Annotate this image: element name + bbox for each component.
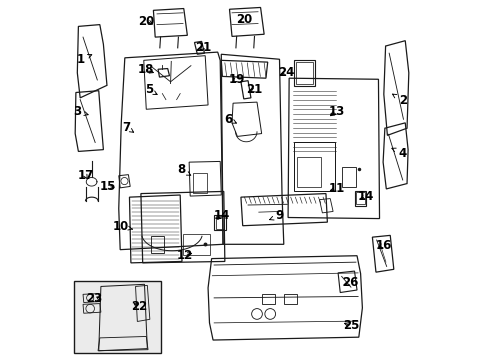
Text: 21: 21	[246, 84, 262, 96]
Bar	[355, 192, 364, 204]
Bar	[295, 62, 312, 84]
Text: 10: 10	[113, 220, 132, 233]
Text: 20: 20	[235, 13, 251, 27]
Bar	[354, 191, 365, 206]
Text: 14: 14	[213, 208, 229, 221]
Text: 11: 11	[328, 183, 344, 195]
Text: 14: 14	[357, 190, 373, 203]
Bar	[183, 234, 209, 255]
Text: 15: 15	[100, 180, 116, 193]
Bar	[215, 216, 224, 229]
Text: 5: 5	[144, 84, 157, 96]
Text: 26: 26	[341, 276, 357, 289]
Text: 17: 17	[77, 169, 94, 182]
Bar	[293, 143, 334, 191]
Bar	[341, 167, 355, 187]
Text: 20: 20	[138, 14, 154, 27]
Text: 6: 6	[224, 113, 236, 126]
Text: 13: 13	[328, 105, 344, 118]
Text: 22: 22	[131, 300, 147, 313]
Text: 25: 25	[343, 319, 359, 332]
Text: 1: 1	[77, 53, 92, 66]
Text: 3: 3	[73, 105, 88, 118]
Bar	[283, 294, 297, 304]
Text: 23: 23	[86, 292, 102, 305]
Text: 19: 19	[228, 73, 244, 86]
Text: 18: 18	[138, 63, 154, 76]
Bar	[192, 173, 206, 193]
Text: 9: 9	[269, 209, 283, 222]
Text: 8: 8	[177, 163, 190, 176]
Text: 7: 7	[122, 121, 133, 134]
Bar	[214, 215, 225, 230]
Text: 24: 24	[278, 66, 294, 78]
Text: 16: 16	[375, 239, 391, 252]
Text: 2: 2	[392, 94, 406, 107]
Bar	[293, 60, 315, 86]
Bar	[297, 157, 320, 187]
Bar	[151, 236, 164, 253]
Bar	[74, 281, 161, 353]
Bar	[261, 294, 275, 304]
Text: 21: 21	[195, 41, 211, 54]
Text: 4: 4	[391, 147, 406, 160]
Text: 12: 12	[176, 249, 192, 262]
